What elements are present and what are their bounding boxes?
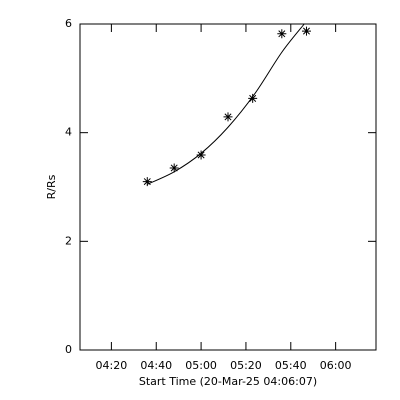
x-tick-label: 04:40 [140,359,172,372]
x-axis-label: Start Time (20-Mar-25 04:06:07) [139,375,317,388]
plot-frame [79,23,377,351]
asterisk-point [196,150,206,160]
x-tick-label: 04:20 [96,359,128,372]
asterisk-point [169,163,179,173]
y-axis-label: R/Rs [45,174,58,199]
x-tick-label: 05:00 [185,359,217,372]
y-tick-label: 0 [65,343,72,356]
asterisk-point [248,93,258,103]
asterisk-point [223,112,233,122]
x-tick-label: 06:00 [320,359,352,372]
x-tick-label: 05:40 [275,359,307,372]
y-tick-label: 4 [65,126,72,139]
asterisk-point [277,29,287,39]
y-tick-label: 2 [65,234,72,247]
asterisk-point [142,177,152,187]
fit-curve [147,23,305,185]
asterisk-point [301,26,311,36]
y-tick-label: 6 [65,17,72,30]
x-tick-label: 05:20 [230,359,262,372]
